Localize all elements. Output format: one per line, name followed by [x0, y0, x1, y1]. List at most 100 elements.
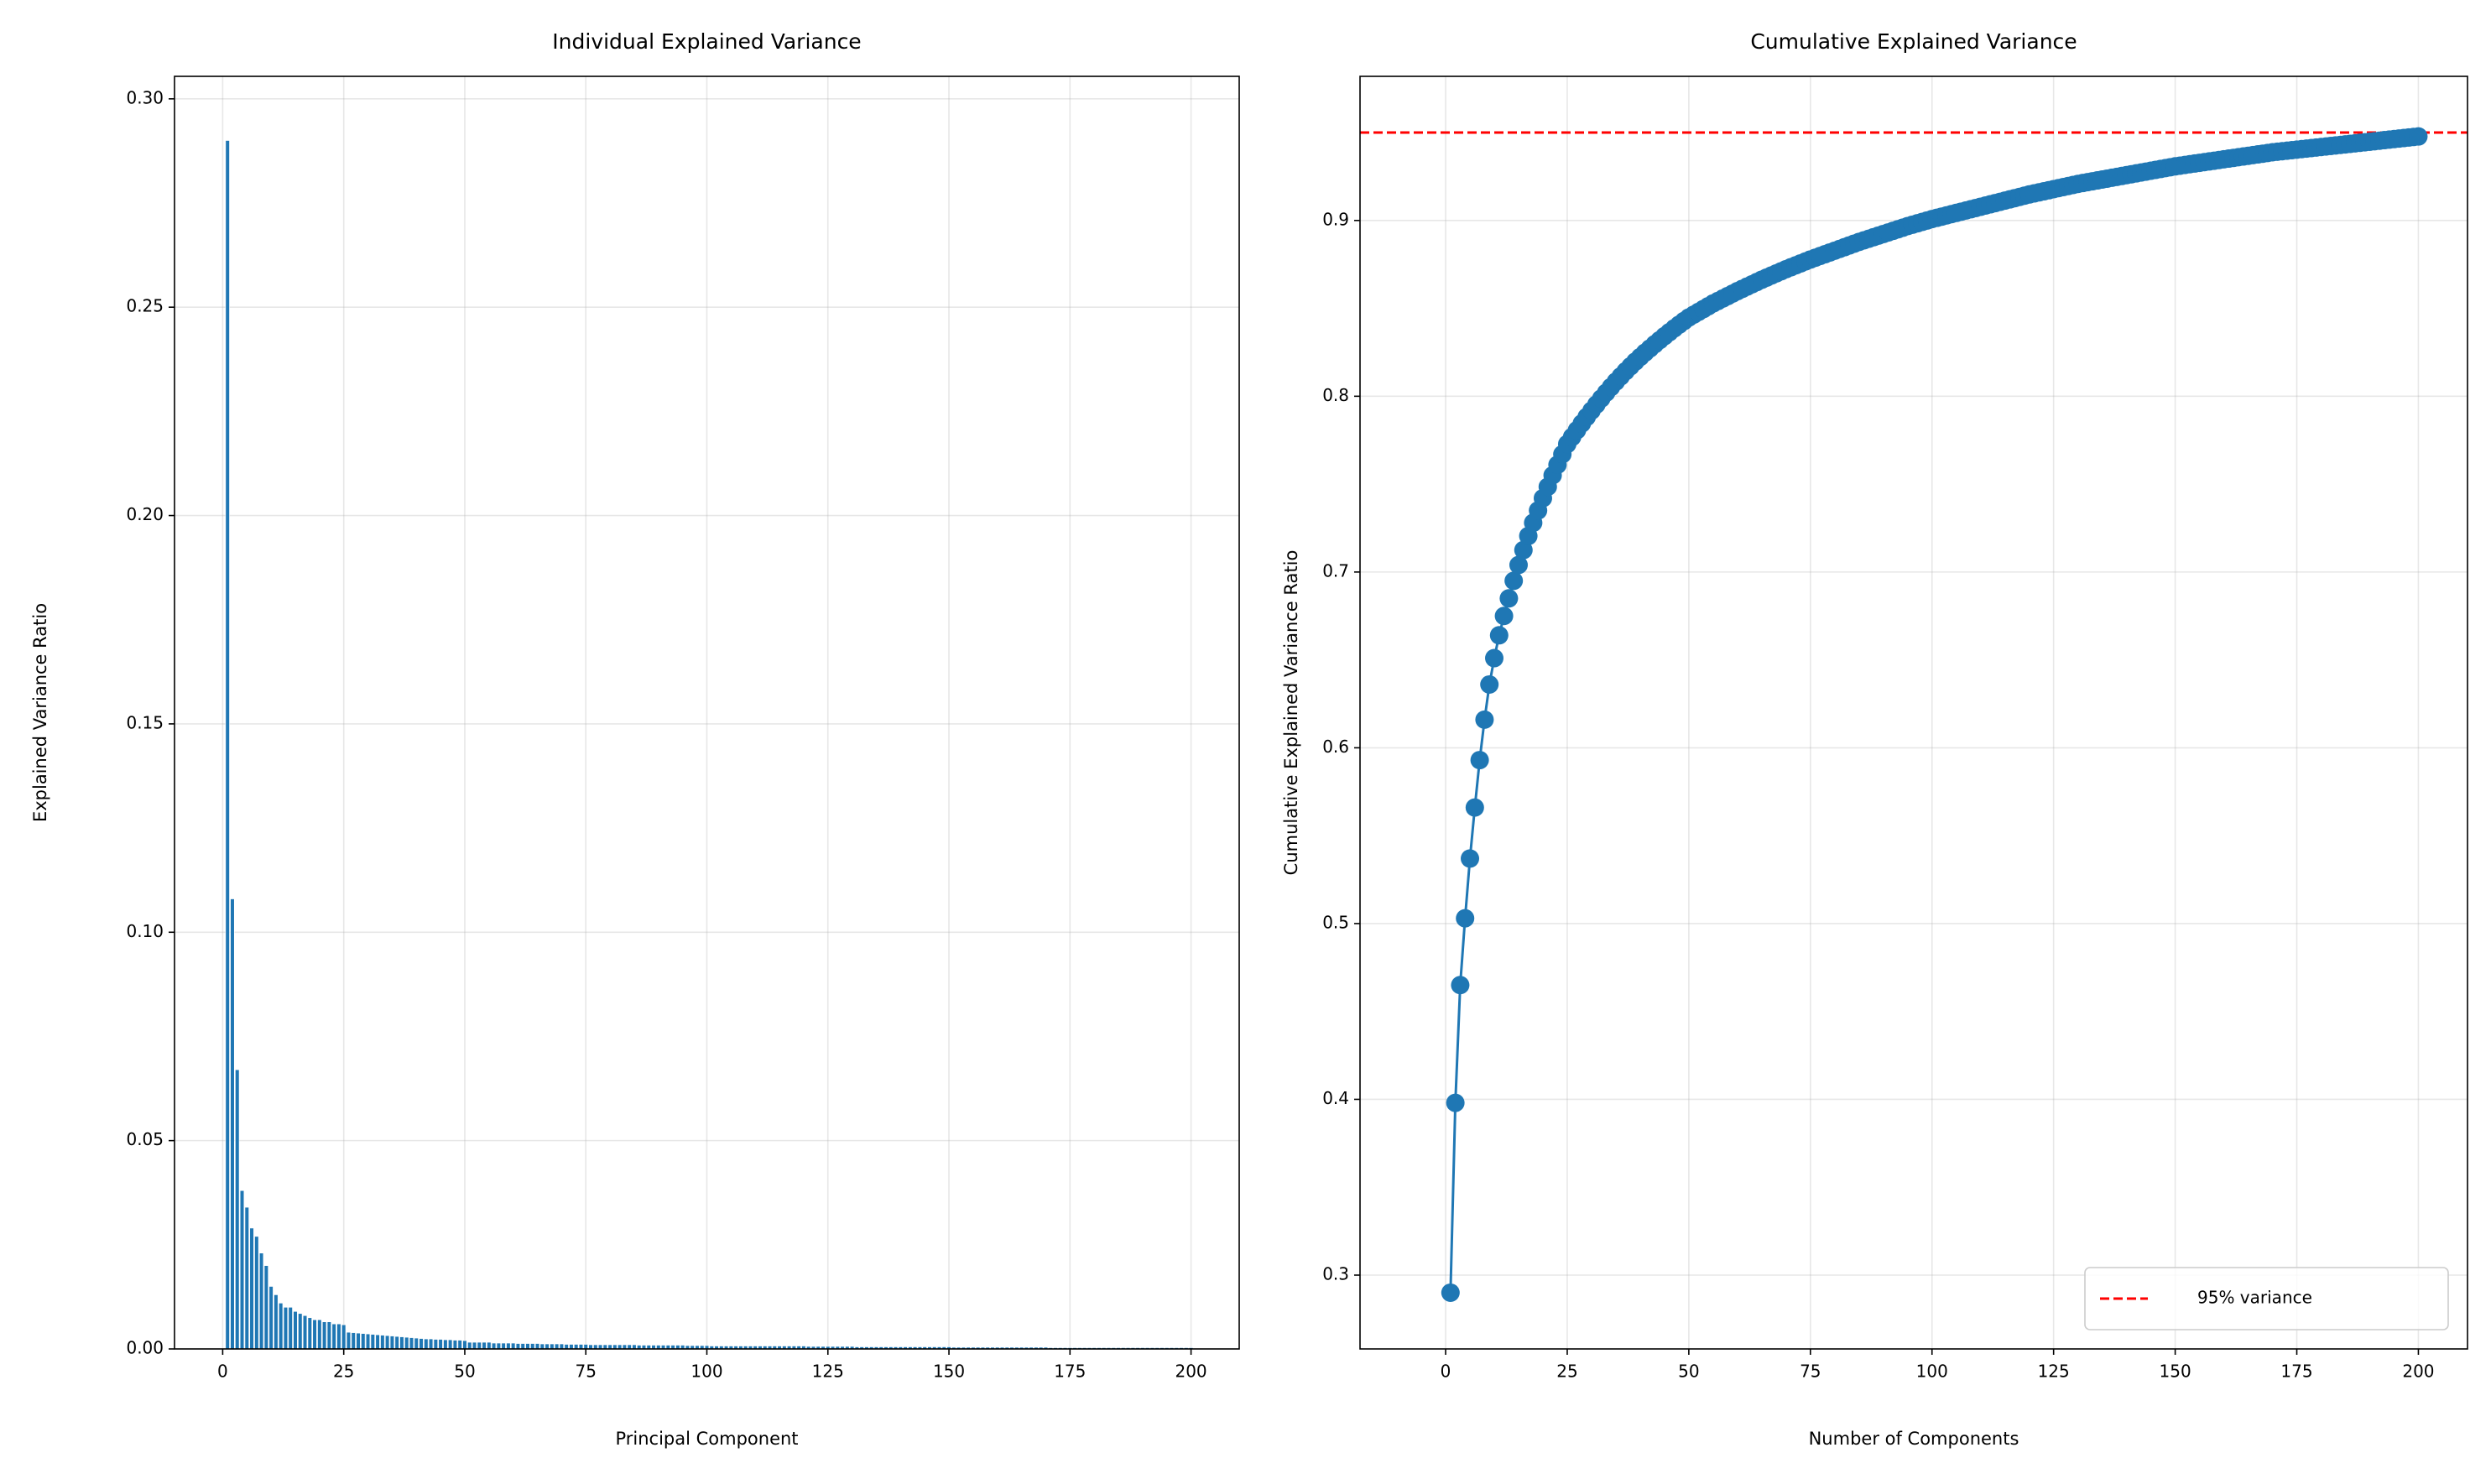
- y-tick-label: 0.05: [126, 1129, 164, 1149]
- x-axis-label: Principal Component: [615, 1429, 798, 1449]
- bar: [782, 1346, 787, 1349]
- series-line: [1449, 135, 2419, 1293]
- bar: [448, 1339, 453, 1349]
- bar: [443, 1339, 448, 1349]
- y-tick-label: 0.7: [1322, 560, 1349, 581]
- bar: [723, 1346, 729, 1349]
- subplot: Cumulative Explained Variance Number of C…: [1281, 29, 2468, 1449]
- bar: [438, 1339, 443, 1349]
- marker: [1441, 1283, 1460, 1302]
- bar: [321, 1321, 327, 1349]
- x-tick-label: 125: [2038, 1362, 2070, 1382]
- bar: [559, 1343, 564, 1349]
- bar: [810, 1346, 816, 1349]
- marker: [1494, 607, 1514, 626]
- y-tick-label: 0.25: [126, 296, 164, 316]
- bar: [326, 1321, 331, 1349]
- bar: [791, 1346, 796, 1349]
- x-tick-label: 175: [1054, 1362, 1086, 1382]
- y-tick-label: 0.6: [1322, 737, 1349, 757]
- bar: [554, 1343, 560, 1349]
- y-tick-label: 0.00: [126, 1338, 164, 1358]
- bar: [700, 1345, 705, 1349]
- plot-area: [225, 140, 1194, 1349]
- bar: [414, 1337, 419, 1349]
- bar: [404, 1336, 409, 1349]
- bar: [249, 1227, 254, 1349]
- bar: [317, 1319, 322, 1349]
- bar: [361, 1333, 366, 1349]
- bar: [385, 1335, 390, 1349]
- bar: [695, 1345, 700, 1349]
- bar: [501, 1342, 506, 1349]
- bar: [772, 1346, 777, 1349]
- bar: [487, 1341, 492, 1349]
- bar: [704, 1345, 710, 1349]
- bar: [569, 1344, 574, 1349]
- bar: [375, 1334, 380, 1349]
- bar: [268, 1286, 274, 1349]
- y-tick-label: 0.3: [1322, 1263, 1349, 1284]
- x-tick-label: 125: [812, 1362, 844, 1382]
- bar: [288, 1307, 293, 1349]
- marker: [1514, 540, 1533, 560]
- bar: [719, 1346, 724, 1349]
- bar: [457, 1340, 462, 1349]
- marker: [1480, 674, 1499, 694]
- bar: [235, 1069, 240, 1349]
- bar: [835, 1346, 840, 1349]
- bar: [302, 1315, 308, 1349]
- y-tick-label: 0.20: [126, 504, 164, 524]
- marker: [1470, 751, 1489, 770]
- bar: [821, 1346, 826, 1349]
- bar: [743, 1346, 748, 1349]
- legend-box: [2084, 1267, 2449, 1330]
- bar: [230, 898, 235, 1349]
- bar: [850, 1346, 855, 1349]
- x-tick-label: 0: [217, 1362, 228, 1382]
- bar: [753, 1346, 758, 1349]
- bar: [840, 1346, 845, 1349]
- bar: [777, 1346, 782, 1349]
- bar: [539, 1343, 545, 1349]
- bar: [550, 1343, 555, 1349]
- marker: [1485, 648, 1503, 668]
- bar: [801, 1346, 806, 1349]
- bar: [279, 1303, 284, 1349]
- bar: [525, 1343, 530, 1349]
- bar: [709, 1346, 714, 1349]
- bar: [258, 1252, 264, 1349]
- bar: [239, 1190, 245, 1349]
- bar: [244, 1206, 249, 1349]
- bar: [428, 1338, 434, 1349]
- bar: [826, 1346, 831, 1349]
- bar: [491, 1342, 497, 1349]
- x-tick-label: 25: [333, 1362, 354, 1382]
- bar: [263, 1265, 268, 1349]
- bar: [433, 1339, 438, 1349]
- bar: [346, 1331, 352, 1349]
- bar: [419, 1338, 424, 1349]
- bar: [274, 1294, 279, 1349]
- legend: 95% variance: [2084, 1267, 2449, 1330]
- bar: [394, 1336, 399, 1349]
- bar: [763, 1346, 768, 1349]
- marker: [1489, 626, 1509, 645]
- x-tick-label: 50: [454, 1362, 475, 1382]
- bar: [767, 1346, 773, 1349]
- bar: [409, 1337, 414, 1349]
- x-tick-label: 75: [576, 1362, 597, 1382]
- bar: [690, 1345, 695, 1349]
- bar: [307, 1317, 312, 1349]
- marker: [1451, 976, 1470, 995]
- bar: [685, 1345, 690, 1349]
- bar: [356, 1332, 361, 1349]
- y-tick-label: 0.4: [1322, 1088, 1349, 1108]
- bar: [283, 1307, 289, 1349]
- bar: [733, 1346, 738, 1349]
- bar: [472, 1341, 477, 1349]
- y-tick-label: 0.10: [126, 921, 164, 941]
- x-tick-label: 150: [2160, 1362, 2191, 1382]
- marker: [1509, 555, 1528, 575]
